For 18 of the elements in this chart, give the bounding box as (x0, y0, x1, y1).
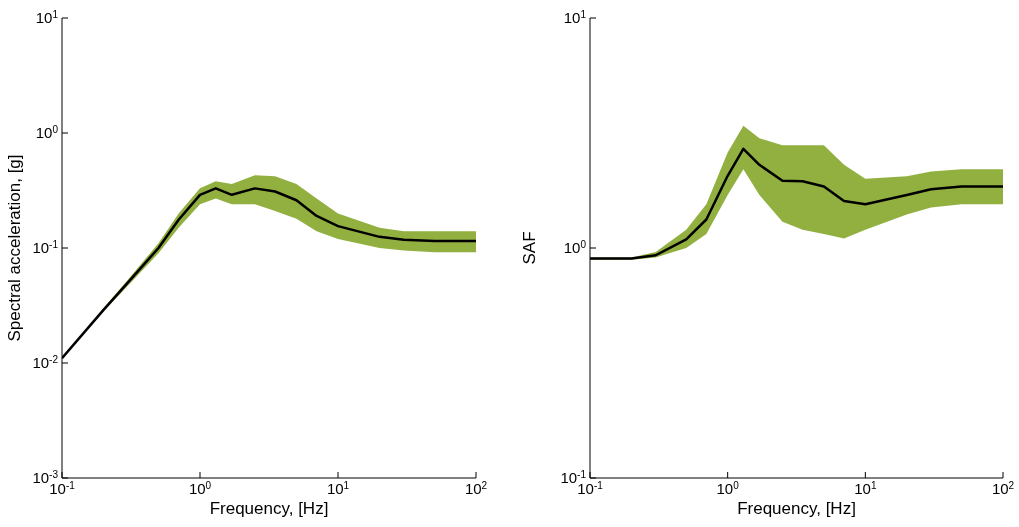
x-tick-label: 10$^{1}$ (326, 479, 350, 497)
y-tick-label: 10$^{0}$ (35, 123, 59, 141)
x-tick-label: 10$^{2}$ (991, 479, 1015, 497)
y-axis-title: Spectral acceleration, [g] (5, 154, 25, 342)
x-tick-label: 10$^{-1}$ (49, 479, 76, 497)
x-axis-title: Frequency, [Hz] (209, 499, 329, 518)
x-tick-label: 10$^{0}$ (716, 479, 740, 497)
x-axis-title: Frequency, [Hz] (737, 499, 856, 518)
y-tick-label: 10$^{1}$ (35, 8, 59, 26)
y-tick-label: 10$^{-2}$ (32, 353, 59, 371)
y-tick-label: 10$^{1}$ (563, 8, 587, 26)
y-tick-label: 10$^{0}$ (563, 238, 587, 256)
x-tick-label: 10$^{1}$ (854, 479, 877, 497)
y-axis-title: SAF (520, 231, 540, 265)
x-tick-label: 10$^{-1}$ (577, 479, 604, 497)
x-tick-label: 10$^{0}$ (188, 479, 212, 497)
y-tick-label: 10$^{-1}$ (32, 238, 59, 256)
x-tick-label: 10$^{2}$ (464, 479, 488, 497)
